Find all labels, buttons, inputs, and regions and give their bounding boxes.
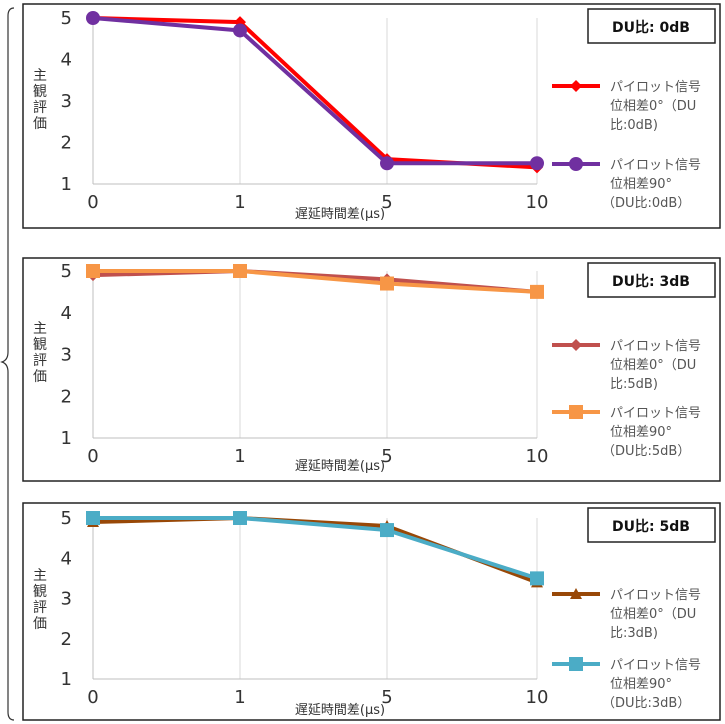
series-2 <box>86 511 544 586</box>
y-tick-label: 1 <box>61 428 72 449</box>
y-tick-label: 3 <box>61 345 72 366</box>
y-tick-label: 3 <box>61 589 72 610</box>
y-tick-label: 2 <box>61 133 72 154</box>
y-axis-label: 主観評価 <box>33 321 47 385</box>
legend-marker <box>569 405 583 419</box>
y-tick-label: 4 <box>61 50 72 71</box>
legend-label: 比:0dB) <box>610 118 658 133</box>
legend-label: 位相差0°（DU <box>610 99 696 114</box>
data-point <box>380 523 394 538</box>
data-point <box>233 23 247 38</box>
legend-marker <box>569 157 583 171</box>
series-2 <box>86 11 544 171</box>
x-tick-label: 5 <box>381 446 392 467</box>
x-tick-label: 10 <box>526 446 549 467</box>
x-axis-label: 遅延時間差(μs) <box>295 207 385 222</box>
y-tick-label: 3 <box>61 91 72 112</box>
x-tick-label: 0 <box>87 192 98 213</box>
y-tick-label: 5 <box>61 261 72 282</box>
y-tick-label: 4 <box>61 548 72 569</box>
data-point <box>530 571 544 586</box>
legend-label: パイロット信号 <box>610 658 701 673</box>
legend-label: パイロット信号 <box>610 158 701 173</box>
data-point <box>86 511 100 525</box>
data-point <box>530 156 544 171</box>
y-tick-label: 2 <box>61 386 72 407</box>
series-line <box>93 516 538 581</box>
series-line <box>92 16 537 166</box>
series-line <box>92 268 538 294</box>
x-tick-label: 10 <box>526 687 549 708</box>
x-tick-label: 5 <box>381 192 392 213</box>
chart-title-box <box>587 8 716 44</box>
chart-title: DU比: 5dB <box>612 518 690 535</box>
left-brace <box>0 7 15 721</box>
series-2 <box>86 264 544 299</box>
data-point <box>86 11 100 25</box>
x-tick-label: 5 <box>381 687 392 708</box>
data-point <box>86 264 100 278</box>
x-tick-label: 1 <box>234 687 245 708</box>
legend-label: 位相差90° <box>610 177 672 192</box>
legend-label: 位相差90° <box>610 425 672 440</box>
legend-label: 位相差0°（DU <box>610 607 696 622</box>
legend-marker <box>569 657 583 671</box>
legend-label: 位相差0°（DU <box>610 358 696 373</box>
data-point <box>233 511 247 525</box>
chart-title: DU比: 3dB <box>612 273 690 290</box>
y-tick-label: 1 <box>61 174 72 195</box>
x-tick-label: 1 <box>234 192 245 213</box>
data-point <box>380 156 394 171</box>
legend-marker <box>570 588 582 599</box>
legend-marker <box>570 339 582 351</box>
y-tick-label: 1 <box>61 669 72 690</box>
legend-label: パイロット信号 <box>610 339 701 354</box>
y-tick-label: 5 <box>61 8 72 29</box>
x-tick-label: 10 <box>526 192 549 213</box>
legend-label: パイロット信号 <box>610 80 701 95</box>
data-point <box>530 284 544 299</box>
x-tick-label: 0 <box>87 446 98 467</box>
x-axis-label: 遅延時間差(μs) <box>295 459 385 474</box>
x-tick-label: 1 <box>234 446 245 467</box>
legend-label: （DU比:3dB） <box>602 696 690 711</box>
y-axis-label: 主観評価 <box>33 68 47 132</box>
chart-title-box <box>587 507 716 543</box>
data-point <box>380 276 394 291</box>
chart-title: DU比: 0dB <box>612 19 690 36</box>
y-tick-label: 5 <box>61 508 72 529</box>
legend-label: （DU比:0dB） <box>602 196 690 211</box>
legend-label: （DU比:5dB） <box>602 444 690 459</box>
series-line <box>93 269 538 294</box>
x-axis-label: 遅延時間差(μs) <box>295 703 385 718</box>
legend-label: 比:3dB) <box>610 626 658 641</box>
legend-label: パイロット信号 <box>610 588 701 603</box>
legend-marker <box>570 80 582 92</box>
x-tick-label: 0 <box>87 687 98 708</box>
y-tick-label: 2 <box>61 629 72 650</box>
legend-label: 比:5dB) <box>610 377 658 392</box>
chart-title-box <box>587 262 716 298</box>
y-tick-label: 4 <box>61 303 72 324</box>
legend-label: パイロット信号 <box>610 406 701 421</box>
y-axis-label: 主観評価 <box>33 568 47 632</box>
data-point <box>233 264 247 278</box>
legend-label: 位相差90° <box>610 677 672 692</box>
